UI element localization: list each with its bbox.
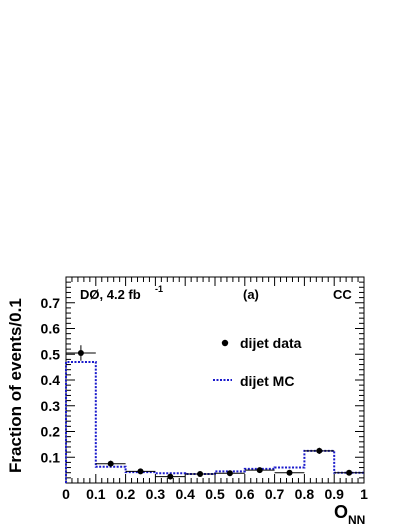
- legend-data-marker: [221, 339, 229, 347]
- annotation-experiment: DØ, 4.2 fb: [80, 287, 141, 302]
- x-tick-label: 0.4: [175, 486, 195, 502]
- data-point: [137, 468, 144, 475]
- data-point: [256, 467, 263, 474]
- y-tick-label: 0.1: [41, 449, 61, 465]
- data-point: [286, 469, 293, 476]
- x-axis-ticks: 0 0.1 0.2 0.3 0.4 0.5 0.6 0.7 0.8 0.9 1: [62, 277, 368, 502]
- data-point: [346, 469, 353, 476]
- y-tick-label: 0.6: [41, 321, 61, 337]
- x-axis-label-main: O: [334, 502, 348, 522]
- x-tick-label: 0.6: [235, 486, 255, 502]
- y-tick-label: 0.3: [41, 398, 61, 414]
- x-tick-label: 0.8: [295, 486, 315, 502]
- y-tick-label: 0.2: [41, 424, 61, 440]
- x-tick-label: 0.3: [146, 486, 166, 502]
- x-axis-label-subscript: NN: [348, 513, 365, 527]
- y-tick-label: 0.7: [41, 295, 61, 311]
- data-points: [66, 345, 364, 480]
- annotation-region: CC: [333, 287, 352, 302]
- x-axis-label: ONN: [334, 502, 365, 527]
- data-point: [107, 460, 114, 467]
- x-tick-label: 0.9: [324, 486, 344, 502]
- legend-data-label: dijet data: [240, 335, 302, 351]
- x-tick-label: 0: [62, 486, 70, 502]
- annotation-panel: (a): [243, 287, 259, 302]
- data-point: [226, 470, 233, 477]
- x-tick-label: 0.2: [116, 486, 136, 502]
- y-axis-ticks: 0.1 0.2 0.3 0.4 0.5 0.6 0.7: [41, 276, 364, 479]
- y-tick-label: 0.5: [41, 346, 61, 362]
- x-tick-label: 0.1: [86, 486, 106, 502]
- x-tick-label: 0.5: [205, 486, 225, 502]
- y-tick-label: 0.4: [41, 372, 61, 388]
- data-point: [167, 473, 174, 480]
- x-tick-label: 1: [360, 486, 368, 502]
- legend-mc-label: dijet MC: [240, 373, 294, 389]
- x-tick-label: 0.7: [265, 486, 285, 502]
- data-point: [316, 447, 323, 454]
- data-point: [197, 470, 204, 477]
- annotation-exponent: -1: [155, 284, 163, 294]
- data-point: [77, 349, 84, 356]
- y-axis-label: Fraction of events/0.1: [6, 298, 25, 473]
